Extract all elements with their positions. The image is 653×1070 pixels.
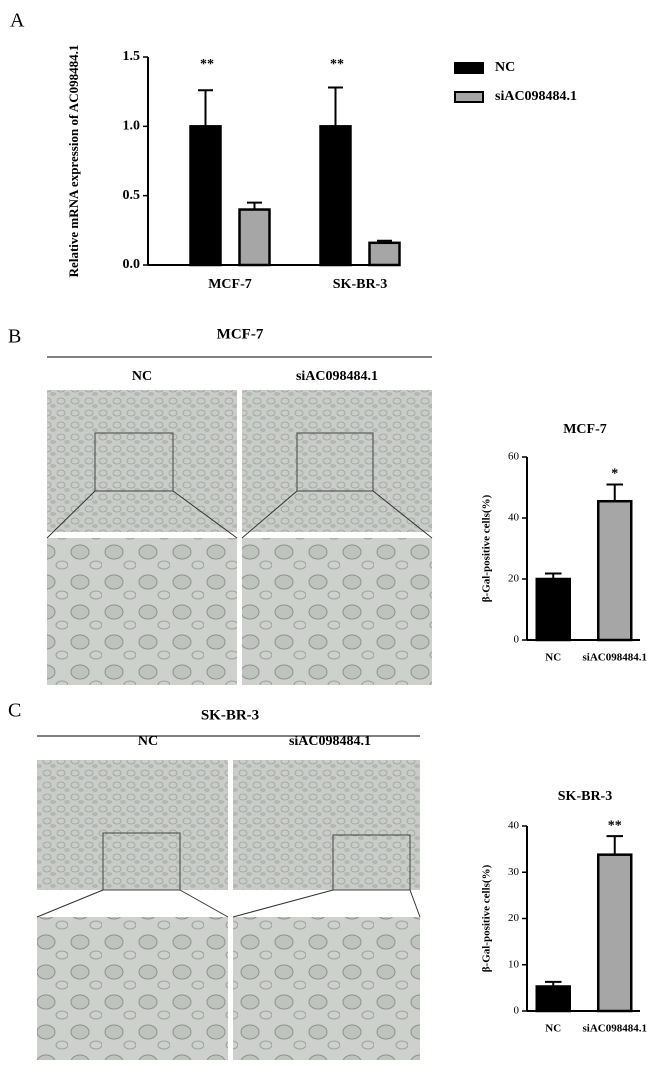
significance: ** [608,818,622,833]
chart-title: MCF-7 [563,422,607,437]
x-tick-label: MCF-7 [208,277,252,292]
y-tick-label: 60 [508,451,520,463]
error-bar [545,980,562,987]
x-tick-label: SK-BR-3 [333,277,387,292]
error-bar [545,572,562,579]
y-tick-label: 10 [508,958,520,970]
micrograph [37,760,228,890]
column-label: siAC098484.1 [289,734,371,749]
x-tick-label: NC [545,1023,561,1035]
bar [597,853,633,1013]
bar [238,208,271,267]
column-label: NC [132,369,152,384]
panel-title: MCF-7 [217,326,264,342]
y-tick-label: 30 [508,866,520,878]
significance: ** [200,57,214,72]
y-tick-label: 40 [508,512,520,524]
y-tick-label: 0.0 [123,257,141,272]
significance: ** [330,57,344,72]
legend-label: NC [495,60,515,75]
image-panel: MCF-7 NC siAC098484.1 [46,326,433,685]
y-tick-label: 20 [508,912,520,924]
error-bar [377,239,392,243]
legend-swatch [454,62,484,74]
panel-label: A [10,10,25,32]
x-tick-label: siAC098484.1 [583,1023,647,1035]
micrograph-zoom [37,917,228,1060]
y-tick-label: 40 [508,820,520,832]
panel-label: C [8,700,21,722]
bar [319,125,352,267]
error-bar [328,86,343,127]
zoom-lines [36,889,421,918]
y-axis-label: β-Gal-positive cells(%) [481,494,493,602]
chart-title: SK-BR-3 [558,789,612,804]
legend-swatch [454,91,484,103]
x-tick-label: NC [545,652,561,664]
y-tick-label: 1.5 [123,49,141,64]
x-tick-label: siAC098484.1 [583,652,647,664]
error-bar [247,201,262,210]
zoom-box [332,834,411,891]
micrograph-zoom [233,917,420,1060]
zoom-box [296,432,374,492]
micrograph-zoom [242,538,432,685]
image-panel: SK-BR-3 NC siAC098484.1 [36,707,421,1060]
micrograph [242,390,432,532]
bar [535,985,571,1013]
column-label: NC [138,734,158,749]
panel-label: B [8,326,21,348]
error-bar [198,89,213,127]
y-tick-label: 0 [514,1005,520,1017]
error-bar [606,483,623,502]
bar [597,499,633,642]
significance: * [611,467,618,482]
micrograph [47,390,237,532]
column-label: siAC098484.1 [296,369,378,384]
y-axis-label: Relative mRNA expression of AC098484.1 [66,45,81,278]
zoom-box [94,432,174,492]
y-tick-label: 1.0 [123,119,141,134]
zoom-box [102,832,181,891]
panel-title: SK-BR-3 [201,707,259,723]
micrograph-zoom [47,538,237,685]
bar [189,125,222,267]
error-bar [606,835,623,855]
y-tick-label: 0 [514,634,520,646]
bar [368,241,401,267]
bar [535,577,571,642]
y-tick-label: 0.5 [123,188,141,203]
micrograph [233,760,420,890]
zoom-lines [46,490,433,539]
y-tick-label: 20 [508,573,520,585]
legend-label: siAC098484.1 [495,89,577,104]
y-axis-label: β-Gal-positive cells(%) [481,864,493,972]
